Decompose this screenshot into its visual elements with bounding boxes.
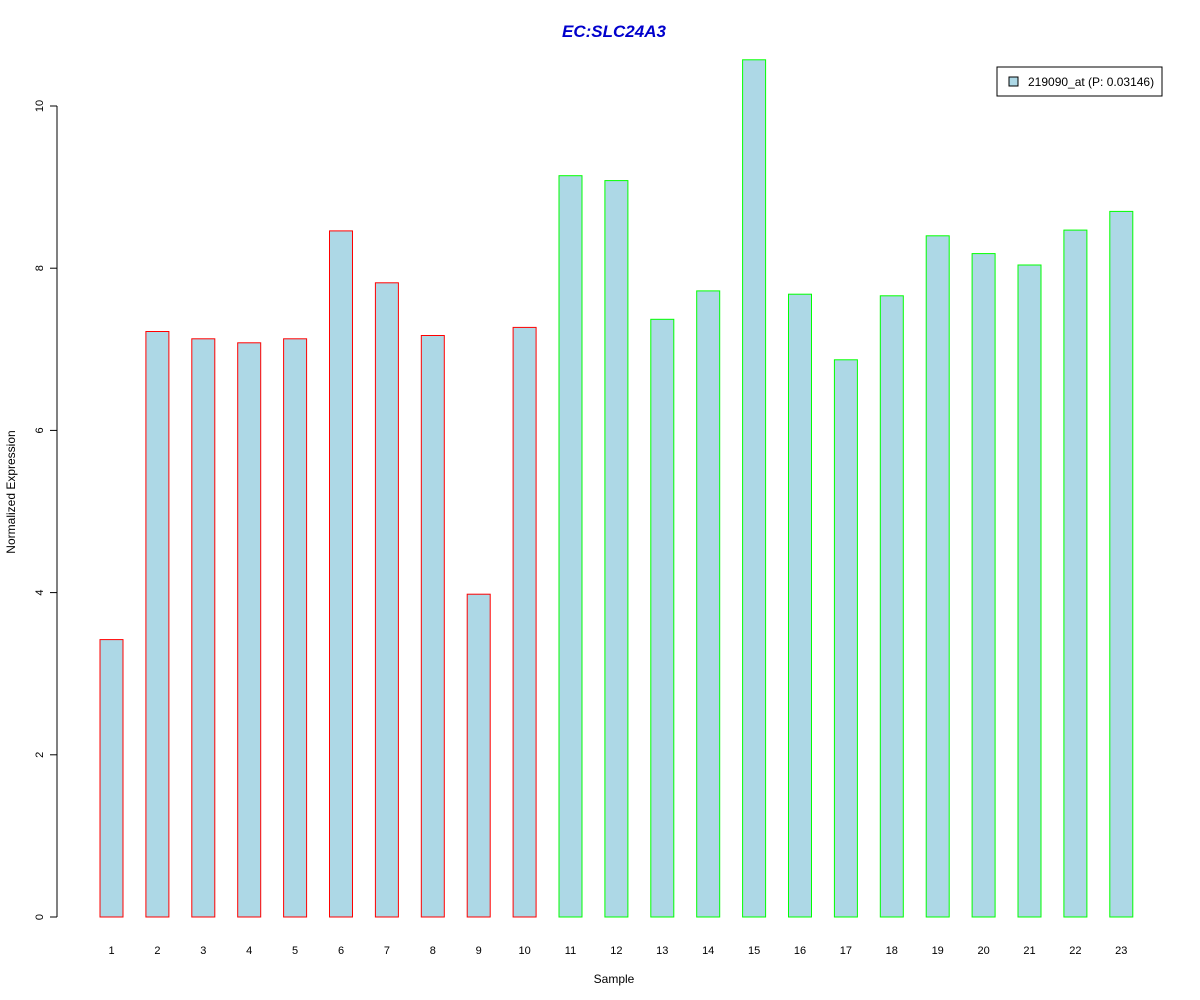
legend: 219090_at (P: 0.03146) [996,66,1163,97]
x-tick-label: 14 [702,945,714,957]
bar-sample-4 [237,342,262,918]
bar-sample-3 [191,338,216,918]
y-tick-label: 0 [34,914,46,920]
bar-sample-20 [971,253,996,918]
bar-sample-13 [650,318,675,918]
bar-sample-16 [788,293,812,918]
x-tick-label: 23 [1115,945,1127,957]
bar-sample-1 [99,639,124,918]
x-axis-title: Sample [594,972,635,986]
bar-sample-11 [558,175,583,918]
bar-sample-10 [512,326,537,918]
x-tick-label: 19 [932,945,944,957]
bar-sample-6 [329,230,353,918]
x-tick-label: 4 [246,945,252,957]
y-tick-label: 8 [34,265,46,271]
x-tick-label: 2 [154,945,160,957]
x-tick-label: 5 [292,945,298,957]
bar-sample-22 [1063,229,1088,918]
y-axis-title: Normalized Expression [4,430,18,553]
bars-group [99,59,1134,918]
bar-sample-7 [374,282,399,918]
bar-sample-12 [604,180,629,918]
x-tick-label: 16 [794,945,806,957]
legend-label: 219090_at (P: 0.03146) [1028,75,1154,89]
y-tick-label: 4 [34,590,46,596]
x-tick-label: 22 [1069,945,1081,957]
x-tick-label: 9 [476,945,482,957]
x-tick-label: 1 [108,945,114,957]
x-tick-label: 3 [200,945,206,957]
bar-sample-17 [833,359,858,918]
bar-sample-2 [145,331,170,918]
x-tick-label: 20 [977,945,989,957]
bar-sample-21 [1017,264,1042,918]
x-tick-label: 17 [840,945,852,957]
y-tick-label: 6 [34,427,46,433]
bar-sample-18 [879,295,904,918]
bar-sample-5 [283,338,308,918]
y-axis: 0 2 4 6 8 10 [34,100,58,920]
y-tick-label: 2 [34,752,46,758]
x-tick-label: 11 [565,945,576,957]
x-tick-label: 13 [656,945,668,957]
x-tick-label: 18 [886,945,898,957]
chart-title: EC:SLC24A3 [562,22,666,41]
x-tick-labels: 1 2 3 4 5 6 7 8 9 10 11 12 13 14 15 16 17 18 19 20 21 22 23 [108,945,1127,957]
x-tick-label: 15 [748,945,760,957]
legend-box [996,66,1163,97]
x-tick-label: 7 [384,945,390,957]
bar-sample-15 [742,59,767,918]
legend-swatch [1008,76,1019,87]
x-tick-label: 12 [610,945,622,957]
bar-sample-14 [696,290,721,918]
bar-sample-8 [420,335,445,918]
bar-sample-19 [925,235,950,918]
x-tick-label: 6 [338,945,344,957]
bar-sample-23 [1109,210,1134,918]
x-tick-label: 10 [518,945,530,957]
y-tick-label: 10 [34,100,46,112]
x-tick-label: 8 [430,945,436,957]
x-tick-label: 21 [1023,945,1035,957]
bar-sample-9 [466,593,491,918]
